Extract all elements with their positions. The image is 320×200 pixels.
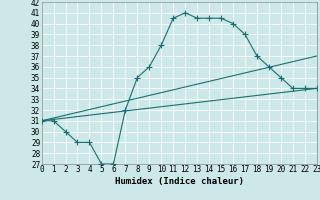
X-axis label: Humidex (Indice chaleur): Humidex (Indice chaleur) xyxy=(115,177,244,186)
